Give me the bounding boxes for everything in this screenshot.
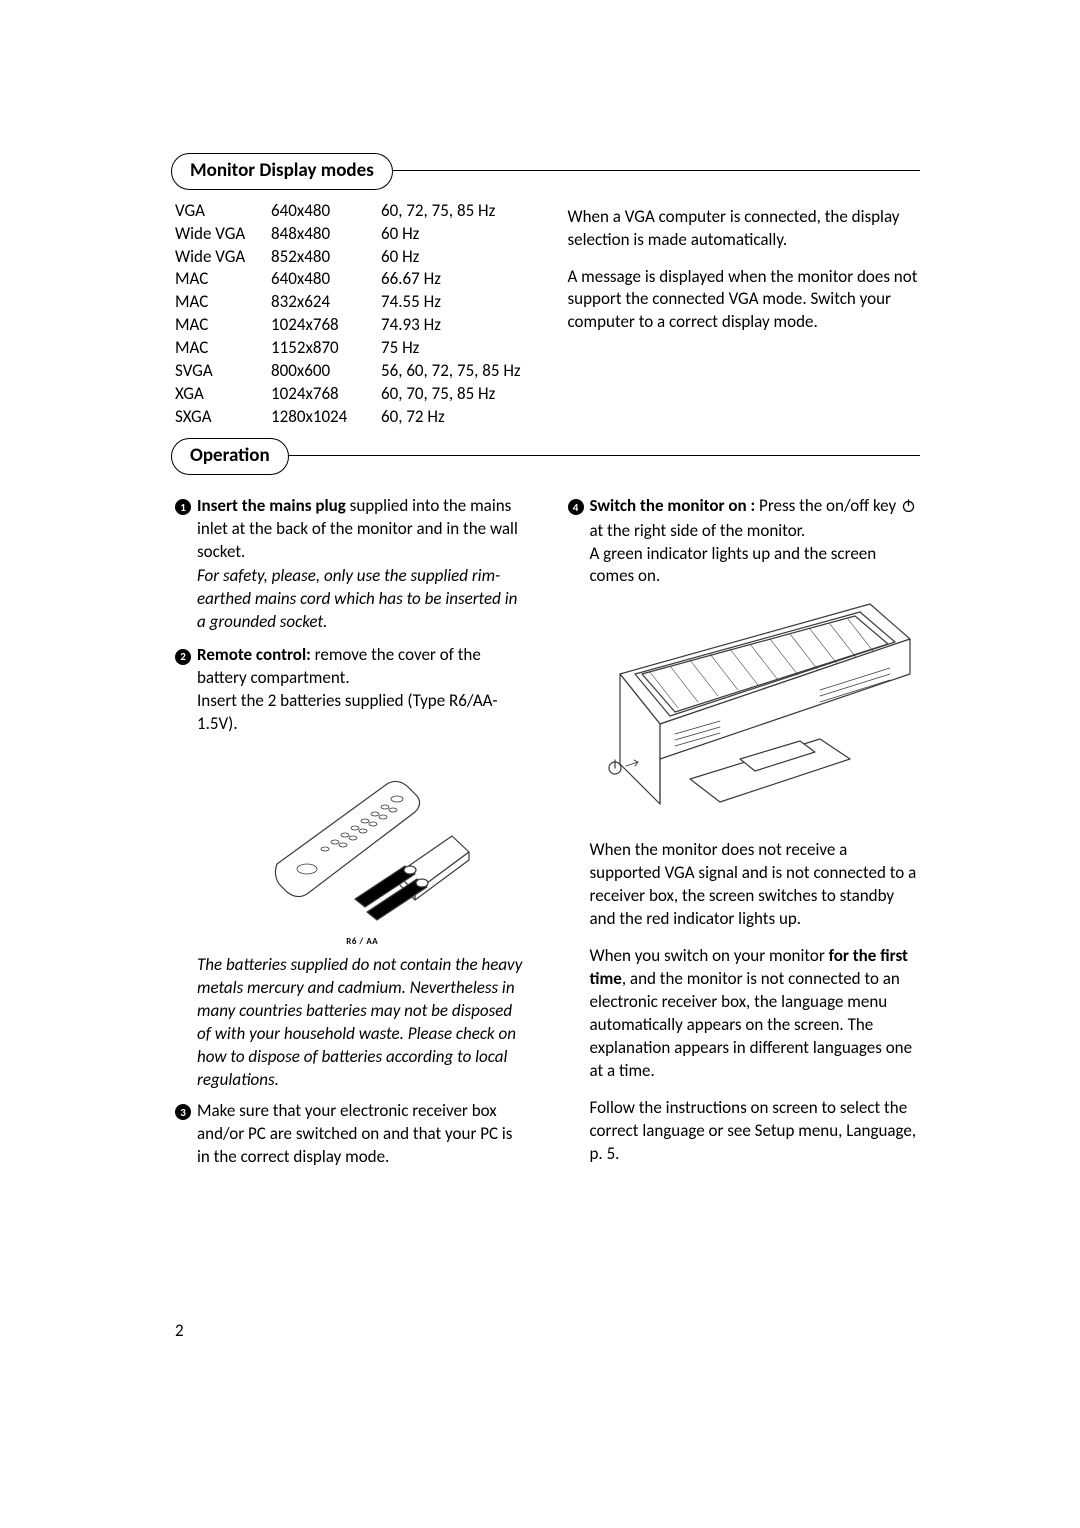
- table-row: VGA640x48060, 72, 75, 85 Hz: [175, 200, 528, 223]
- step-4: 4 Switch the monitor on : Press the on/o…: [568, 495, 921, 1166]
- section-heading-modes: Monitor Display modes: [171, 153, 393, 190]
- section-heading-operation: Operation: [171, 438, 289, 475]
- step-1: 1 Insert the mains plug supplied into th…: [175, 495, 528, 635]
- step-number-icon: 3: [175, 1104, 191, 1120]
- step-number-icon: 1: [175, 499, 191, 515]
- table-row: MAC832x62474.55 Hz: [175, 291, 528, 314]
- step-number-icon: 4: [568, 499, 584, 515]
- remote-caption: R6 / AA: [197, 936, 528, 948]
- modes-table: VGA640x48060, 72, 75, 85 Hz Wide VGA848x…: [175, 200, 528, 429]
- step-number-icon: 2: [175, 649, 191, 665]
- op-right-p3: When you switch on your monitor for the …: [590, 945, 921, 1083]
- step-2: 2 Remote control: remove the cover of th…: [175, 644, 528, 1091]
- page-number: 2: [175, 1320, 184, 1343]
- step-3: 3 Make sure that your electronic receive…: [175, 1100, 528, 1169]
- table-row: SXGA1280x102460, 72 Hz: [175, 406, 528, 429]
- power-icon: [901, 497, 916, 520]
- modes-note-1: When a VGA computer is connected, the di…: [568, 206, 921, 252]
- table-row: Wide VGA852x48060 Hz: [175, 246, 528, 269]
- table-row: MAC1024x76874.93 Hz: [175, 314, 528, 337]
- table-row: SVGA800x60056, 60, 72, 75, 85 Hz: [175, 360, 528, 383]
- op-right-p4: Follow the instructions on screen to sel…: [590, 1097, 921, 1166]
- table-row: MAC640x48066.67 Hz: [175, 268, 528, 291]
- monitor-figure: [590, 594, 921, 821]
- modes-note-2: A message is displayed when the monitor …: [568, 266, 921, 335]
- table-row: Wide VGA848x48060 Hz: [175, 223, 528, 246]
- op-right-p2: When the monitor does not receive a supp…: [590, 839, 921, 931]
- table-row: MAC1152x87075 Hz: [175, 337, 528, 360]
- remote-control-figure: R6 / AA: [197, 744, 528, 948]
- table-row: XGA1024x76860, 70, 75, 85 Hz: [175, 383, 528, 406]
